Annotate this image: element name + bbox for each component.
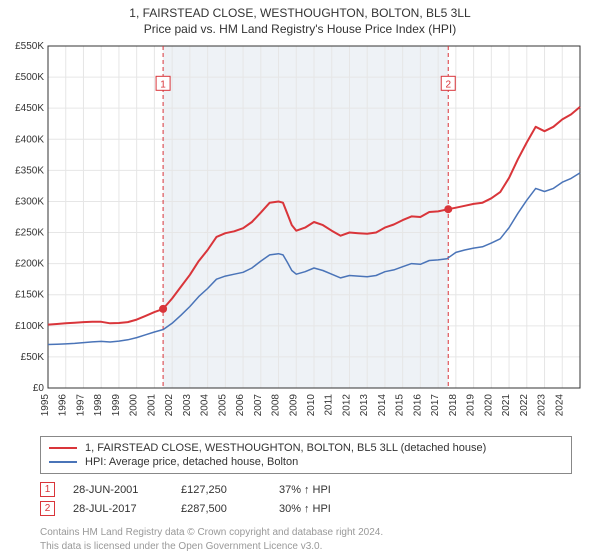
sale-marker-icon: 1 xyxy=(40,482,55,497)
svg-text:£450K: £450K xyxy=(15,103,44,114)
svg-text:2016: 2016 xyxy=(412,394,423,417)
sale-hpi: 30% ↑ HPI xyxy=(279,503,331,515)
legend-swatch xyxy=(49,461,77,463)
svg-text:2004: 2004 xyxy=(200,394,211,417)
legend-swatch xyxy=(49,447,77,449)
svg-text:2012: 2012 xyxy=(341,394,352,417)
svg-text:2014: 2014 xyxy=(377,394,388,417)
svg-text:£0: £0 xyxy=(33,383,45,394)
svg-text:2007: 2007 xyxy=(253,394,264,417)
sale-date: 28-JUN-2001 xyxy=(73,484,163,496)
svg-text:2019: 2019 xyxy=(466,394,477,417)
svg-text:2020: 2020 xyxy=(483,394,494,417)
svg-text:£100K: £100K xyxy=(15,321,44,332)
sale-price: £287,500 xyxy=(181,503,261,515)
sale-hpi: 37% ↑ HPI xyxy=(279,484,331,496)
svg-text:£200K: £200K xyxy=(15,259,44,270)
sales-list: 1 28-JUN-2001 £127,250 37% ↑ HPI 2 28-JU… xyxy=(40,480,572,518)
svg-text:2002: 2002 xyxy=(164,394,175,417)
svg-text:2006: 2006 xyxy=(235,394,246,417)
sale-price: £127,250 xyxy=(181,484,261,496)
svg-text:2011: 2011 xyxy=(324,394,335,416)
title-subtitle: Price paid vs. HM Land Registry's House … xyxy=(10,22,590,36)
line-chart-svg: £0 £50K £100K £150K £200K £250K £300K £350K £400… xyxy=(0,38,600,428)
sale-row: 1 28-JUN-2001 £127,250 37% ↑ HPI xyxy=(40,480,572,499)
svg-text:2015: 2015 xyxy=(395,394,406,417)
svg-text:2005: 2005 xyxy=(217,394,228,417)
arrow-up-icon: ↑ xyxy=(304,503,310,515)
svg-text:£350K: £350K xyxy=(15,165,44,176)
footer-line: Contains HM Land Registry data © Crown c… xyxy=(40,526,572,540)
title-address: 1, FAIRSTEAD CLOSE, WESTHOUGHTON, BOLTON… xyxy=(10,6,590,20)
svg-text:2003: 2003 xyxy=(182,394,193,417)
chart-area: £0 £50K £100K £150K £200K £250K £300K £350K £400… xyxy=(0,38,600,428)
sale-date: 28-JUL-2017 xyxy=(73,503,163,515)
svg-text:2001: 2001 xyxy=(146,394,157,417)
chart-titles: 1, FAIRSTEAD CLOSE, WESTHOUGHTON, BOLTON… xyxy=(0,0,600,38)
legend-label: HPI: Average price, detached house, Bolt… xyxy=(85,456,298,468)
svg-text:£250K: £250K xyxy=(15,228,44,239)
legend: 1, FAIRSTEAD CLOSE, WESTHOUGHTON, BOLTON… xyxy=(40,436,572,474)
svg-text:2017: 2017 xyxy=(430,394,441,417)
arrow-up-icon: ↑ xyxy=(304,484,310,496)
svg-text:1995: 1995 xyxy=(40,394,51,417)
footer-line: This data is licensed under the Open Gov… xyxy=(40,540,572,554)
svg-text:£550K: £550K xyxy=(15,41,44,52)
svg-text:1999: 1999 xyxy=(111,394,122,417)
sale-marker-icon: 2 xyxy=(40,501,55,516)
svg-text:£300K: £300K xyxy=(15,196,44,207)
svg-text:2022: 2022 xyxy=(519,394,530,417)
legend-item: HPI: Average price, detached house, Bolt… xyxy=(49,455,563,469)
svg-text:1998: 1998 xyxy=(93,394,104,417)
legend-item: 1, FAIRSTEAD CLOSE, WESTHOUGHTON, BOLTON… xyxy=(49,441,563,455)
svg-text:2: 2 xyxy=(445,79,451,90)
svg-text:1: 1 xyxy=(160,79,166,90)
svg-text:2024: 2024 xyxy=(554,394,565,417)
svg-text:2000: 2000 xyxy=(129,394,140,417)
svg-text:£150K: £150K xyxy=(15,290,44,301)
svg-text:1997: 1997 xyxy=(75,394,86,417)
svg-text:2009: 2009 xyxy=(288,394,299,417)
svg-text:2008: 2008 xyxy=(271,394,282,417)
legend-label: 1, FAIRSTEAD CLOSE, WESTHOUGHTON, BOLTON… xyxy=(85,442,486,454)
svg-text:£500K: £500K xyxy=(15,72,44,83)
svg-text:2013: 2013 xyxy=(359,394,370,417)
svg-text:2018: 2018 xyxy=(448,394,459,417)
svg-text:2023: 2023 xyxy=(537,394,548,417)
svg-text:£400K: £400K xyxy=(15,134,44,145)
footer-attribution: Contains HM Land Registry data © Crown c… xyxy=(40,526,572,553)
svg-text:2021: 2021 xyxy=(501,394,512,417)
svg-text:2010: 2010 xyxy=(306,394,317,417)
svg-text:1996: 1996 xyxy=(58,394,69,417)
svg-text:£50K: £50K xyxy=(21,352,45,363)
sale-row: 2 28-JUL-2017 £287,500 30% ↑ HPI xyxy=(40,499,572,518)
